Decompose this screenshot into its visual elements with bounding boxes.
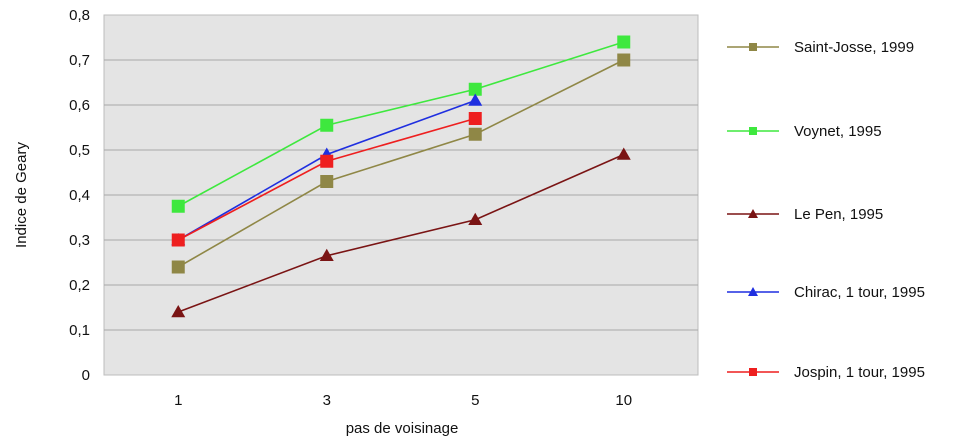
data-point	[171, 233, 185, 247]
y-tick-label: 0,5	[69, 142, 90, 159]
legend-item: Saint-Josse, 1999	[727, 39, 914, 56]
legend-marker	[749, 43, 757, 51]
data-point	[617, 35, 631, 49]
legend-item: Le Pen, 1995	[727, 206, 883, 223]
x-tick-label: 1	[174, 392, 182, 409]
y-axis-ticks: 0 0,1 0,2 0,3 0,4 0,5 0,6 0,7 0,8	[69, 7, 90, 384]
legend-label: Saint-Josse, 1999	[794, 39, 914, 56]
series-0	[171, 53, 631, 274]
data-point	[468, 212, 483, 225]
legend-marker	[749, 368, 757, 376]
data-point	[171, 305, 186, 318]
data-point	[617, 53, 631, 67]
x-tick-label: 10	[615, 392, 632, 409]
legend-item: Voynet, 1995	[727, 123, 882, 140]
y-tick-label: 0,3	[69, 232, 90, 249]
x-axis-ticks: 1 3 5 10	[174, 392, 632, 409]
data-point	[616, 147, 631, 160]
series-4	[171, 112, 482, 247]
y-tick-label: 0,6	[69, 97, 90, 114]
data-point	[468, 93, 483, 106]
y-tick-label: 0,1	[69, 322, 90, 339]
legend-marker	[748, 209, 758, 218]
y-axis-title: Indice de Geary	[13, 142, 30, 248]
data-point	[171, 260, 185, 274]
legend-item: Jospin, 1 tour, 1995	[727, 364, 925, 381]
y-tick-label: 0,2	[69, 277, 90, 294]
legend-marker	[749, 127, 757, 135]
y-tick-label: 0,4	[69, 187, 90, 204]
legend: Saint-Josse, 1999 Voynet, 1995 Le Pen, 199…	[727, 39, 925, 381]
legend-item: Chirac, 1 tour, 1995	[727, 284, 925, 301]
data-point	[320, 118, 334, 132]
legend-label: Voynet, 1995	[794, 123, 882, 140]
x-tick-label: 5	[471, 392, 479, 409]
y-tick-label: 0,8	[69, 7, 90, 24]
data-point	[320, 154, 334, 168]
series-line	[177, 59, 625, 268]
series-lines	[171, 35, 631, 318]
y-tick-label: 0,7	[69, 52, 90, 69]
series-line	[177, 153, 625, 313]
data-point	[319, 248, 334, 261]
data-point	[468, 112, 482, 125]
data-point	[468, 127, 482, 141]
y-tick-label: 0	[82, 367, 90, 384]
legend-label: Jospin, 1 tour, 1995	[794, 364, 925, 381]
series-1	[171, 35, 631, 213]
legend-label: Le Pen, 1995	[794, 206, 883, 223]
legend-label: Chirac, 1 tour, 1995	[794, 284, 925, 301]
series-line	[177, 41, 624, 207]
data-point	[320, 175, 334, 188]
x-axis-title: pas de voisinage	[346, 420, 459, 437]
x-tick-label: 3	[323, 392, 331, 409]
data-point	[171, 199, 185, 213]
series-2	[171, 147, 631, 318]
legend-marker	[748, 287, 758, 296]
gridlines	[104, 59, 698, 331]
data-point	[468, 82, 482, 96]
